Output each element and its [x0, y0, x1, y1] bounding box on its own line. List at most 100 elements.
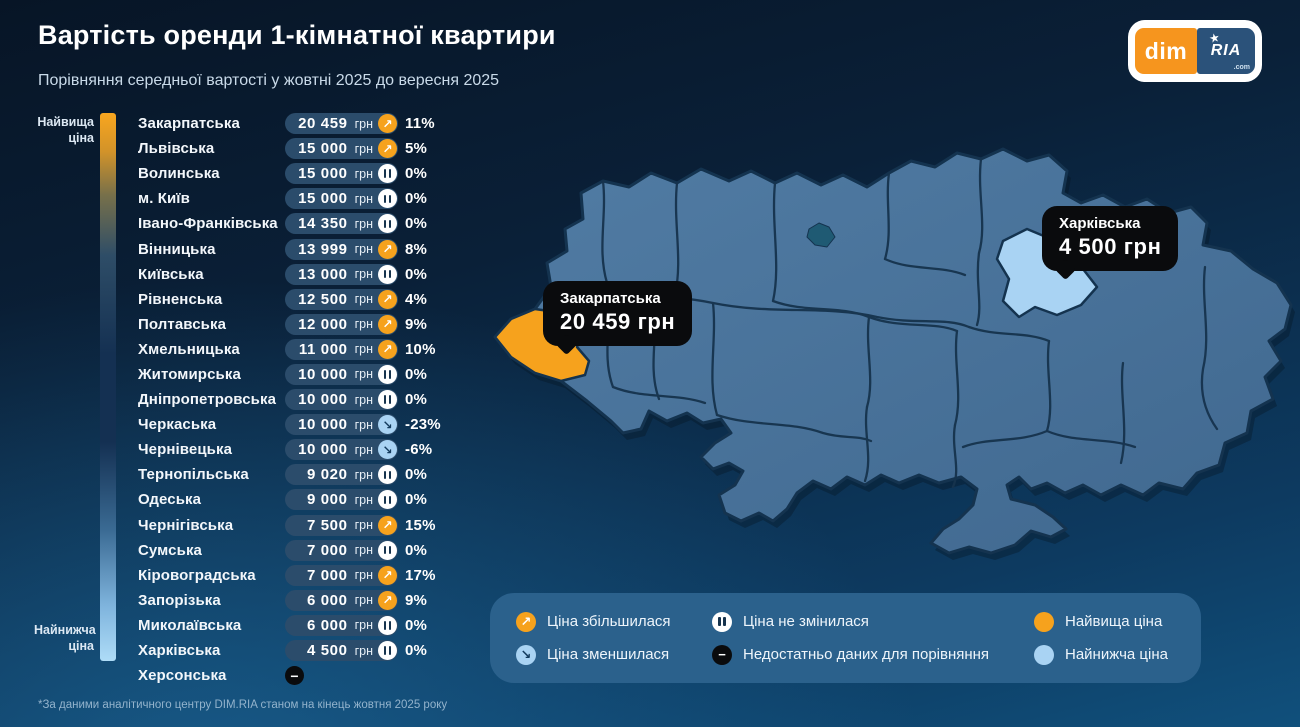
change-percent: 9%: [405, 591, 428, 609]
change-percent: 0%: [405, 215, 428, 233]
price-value: 14 350: [298, 215, 348, 233]
dim-logo-box: dim: [1135, 28, 1197, 74]
highest-price-dot-icon: [1034, 611, 1054, 632]
region-row: Київська 13 000 грн 0%: [138, 262, 458, 287]
price-unit: грн: [354, 116, 373, 131]
price-unit: грн: [354, 166, 373, 181]
price-unit: грн: [354, 216, 373, 231]
change-percent: 11%: [405, 115, 435, 133]
pause-bar: [388, 470, 392, 480]
pause-bar: [388, 169, 392, 178]
change-percent: 4%: [405, 290, 428, 308]
region-row: Івано-Франківська 14 350 грн 0%: [138, 211, 458, 236]
legend-item: ↗ Ціна збільшилася: [516, 611, 712, 632]
trend-pause-icon: [378, 264, 397, 284]
region-row: Запорізька 6 000 грн ↗ 9%: [138, 588, 458, 613]
region-name: Херсонська: [138, 667, 227, 685]
price-unit: грн: [354, 317, 373, 332]
trend-up-icon: ↗: [378, 515, 397, 535]
price-pill: 7 500 грн ↗: [285, 514, 398, 536]
price-pill: 20 459 грн ↗: [285, 113, 398, 135]
legend-item: ↘ Ціна зменшилася: [516, 644, 712, 665]
region-name: Рівненська: [138, 290, 223, 308]
price-value: 15 000: [298, 190, 348, 208]
price-value: 11 000: [298, 340, 348, 358]
region-row: Житомирська 10 000 грн 0%: [138, 362, 458, 387]
price-value: 13 999: [298, 240, 348, 258]
legend-item: − Недостатньо даних для порівняння: [712, 644, 1034, 665]
price-value: 9 000: [307, 491, 348, 509]
legend-item-label: Недостатньо даних для порівняння: [743, 646, 990, 663]
trend-pause-icon: [378, 641, 397, 661]
region-name: Дніпропетровська: [138, 391, 277, 409]
region-name: Одеська: [138, 491, 202, 509]
change-percent: 0%: [405, 466, 428, 484]
page-title: Вартість оренди 1-кімнатної квартири: [38, 20, 556, 50]
price-pill: 6 000 грн: [285, 614, 398, 636]
price-unit: грн: [354, 518, 373, 533]
price-value: 15 000: [298, 140, 348, 158]
pause-bar: [718, 617, 721, 626]
change-percent: -6%: [405, 441, 433, 459]
pause-bar: [383, 470, 387, 480]
region-price-list: Закарпатська 20 459 грн ↗ 11% Львівська 15 000…: [138, 111, 458, 688]
change-percent: 0%: [405, 265, 428, 283]
region-row: Одеська 9 000 грн 0%: [138, 487, 458, 512]
region-name: Житомирська: [138, 365, 241, 383]
price-unit: грн: [354, 568, 373, 583]
price-pill: 12 500 грн ↗: [285, 288, 398, 310]
price-value: 20 459: [298, 115, 348, 133]
region-row: Чернівецька 10 000 грн ↘ -6%: [138, 437, 458, 462]
price-pill: 15 000 грн: [285, 163, 398, 185]
price-value: 7 000: [307, 541, 348, 559]
price-unit: грн: [354, 242, 373, 257]
pause-bar: [383, 545, 387, 555]
callout-region-price: 20 459 грн: [560, 309, 676, 334]
lowest-price-dot-icon: [1034, 644, 1054, 665]
trend-pause-icon: [378, 540, 397, 560]
trend-down-icon: ↘: [516, 644, 536, 665]
ria-com-text: .com: [1233, 64, 1250, 71]
region-name: Хмельницька: [138, 340, 240, 358]
dim-ria-logo: dim ★ RIA .com: [1128, 20, 1262, 82]
ria-logo-text: RIA: [1210, 42, 1242, 59]
price-pill: 7 000 грн ↗: [285, 564, 398, 586]
region-name: Полтавська: [138, 315, 227, 333]
price-scale-gradient-bar: [100, 113, 116, 661]
callout-region-price: 4 500 грн: [1059, 234, 1162, 259]
region-name: Львівська: [138, 140, 215, 158]
trend-up-icon: ↗: [378, 239, 397, 259]
legend-item-label: Ціна не змінилася: [743, 613, 869, 630]
price-pill: 10 000 грн: [285, 389, 398, 411]
legend-item-label: Найнижча ціна: [1065, 646, 1168, 663]
price-value: 10 000: [298, 416, 348, 434]
trend-up-icon: ↗: [378, 114, 397, 134]
pause-bar: [388, 545, 392, 555]
price-pill: 10 000 грн: [285, 363, 398, 385]
region-name: Черкаська: [138, 416, 217, 434]
pause-bar: [383, 646, 387, 655]
pause-bar: [383, 269, 387, 279]
price-pill: 9 000 грн: [285, 489, 398, 511]
region-name: Кіровоградська: [138, 566, 256, 584]
trend-up-icon: ↗: [378, 289, 397, 309]
price-unit: грн: [354, 392, 373, 407]
region-row: м. Київ 15 000 грн 0%: [138, 186, 458, 211]
trend-pause-icon: [378, 364, 397, 384]
price-value: 12 000: [298, 315, 348, 333]
region-row: Тернопільська 9 020 грн 0%: [138, 462, 458, 487]
pause-bar: [388, 495, 392, 505]
trend-none-icon: −: [285, 666, 304, 686]
change-percent: 0%: [405, 541, 428, 559]
trend-down-icon: ↘: [378, 440, 397, 460]
legend-item: Найнижча ціна: [1034, 644, 1201, 665]
price-pill: 9 020 грн: [285, 464, 398, 486]
region-row: Рівненська 12 500 грн ↗ 4%: [138, 287, 458, 312]
region-name: Вінницька: [138, 240, 216, 258]
pause-bar: [388, 194, 392, 204]
ukraine-map: [493, 147, 1295, 560]
price-unit: грн: [354, 367, 373, 382]
callout-zakarpattia: Закарпатська 20 459 грн: [543, 281, 693, 346]
price-unit: грн: [354, 643, 373, 658]
trend-up-icon: ↗: [378, 139, 397, 159]
